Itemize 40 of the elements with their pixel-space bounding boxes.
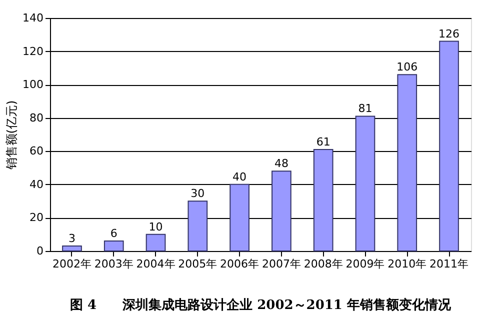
data-label: 10 <box>148 220 163 234</box>
data-label: 126 <box>438 27 460 40</box>
bar <box>355 116 376 252</box>
x-tick-label: 2010年 <box>388 258 427 270</box>
data-label: 6 <box>110 227 118 240</box>
x-tick-label: 2002年 <box>52 258 92 270</box>
y-tick-label: 80 <box>30 111 44 124</box>
y-tick-label: 0 <box>36 244 44 258</box>
bar <box>146 234 166 252</box>
y-tick-label: 140 <box>22 12 44 24</box>
bar <box>188 200 208 252</box>
x-tick-label: 2008年 <box>304 258 343 270</box>
y-tick-label: 120 <box>22 44 44 58</box>
data-label: 106 <box>396 60 418 74</box>
y-tick-label: 100 <box>22 78 44 92</box>
caption: 图 4 深圳集成电路设计企业 2002～2011 年销售额变化情况 <box>70 297 452 313</box>
x-tick-label: 2009年 <box>346 258 385 270</box>
bar <box>397 74 418 252</box>
x-tick-label: 2003年 <box>94 258 134 270</box>
x-tick-label: 2004年 <box>136 258 176 270</box>
x-tick-label: 2006年 <box>220 258 260 270</box>
bar <box>230 184 250 252</box>
data-label: 81 <box>358 102 372 116</box>
data-label: 3 <box>68 232 76 246</box>
x-tick-label: 2011年 <box>430 258 469 270</box>
y-axis-title: 销售额(亿元) <box>4 100 19 171</box>
data-label: 61 <box>316 135 330 148</box>
data-label: 48 <box>274 157 288 170</box>
bar <box>62 246 82 252</box>
bar <box>439 40 459 252</box>
data-label: 30 <box>190 187 205 200</box>
data-label: 40 <box>232 170 247 184</box>
bar <box>104 240 124 252</box>
bar <box>272 170 292 252</box>
x-tick-label: 2007年 <box>262 258 301 270</box>
x-tick-label: 2005年 <box>178 258 218 270</box>
y-tick-label: 20 <box>30 211 44 224</box>
bar <box>313 148 334 252</box>
y-tick-label: 40 <box>30 178 44 191</box>
y-tick-label: 60 <box>30 144 44 158</box>
